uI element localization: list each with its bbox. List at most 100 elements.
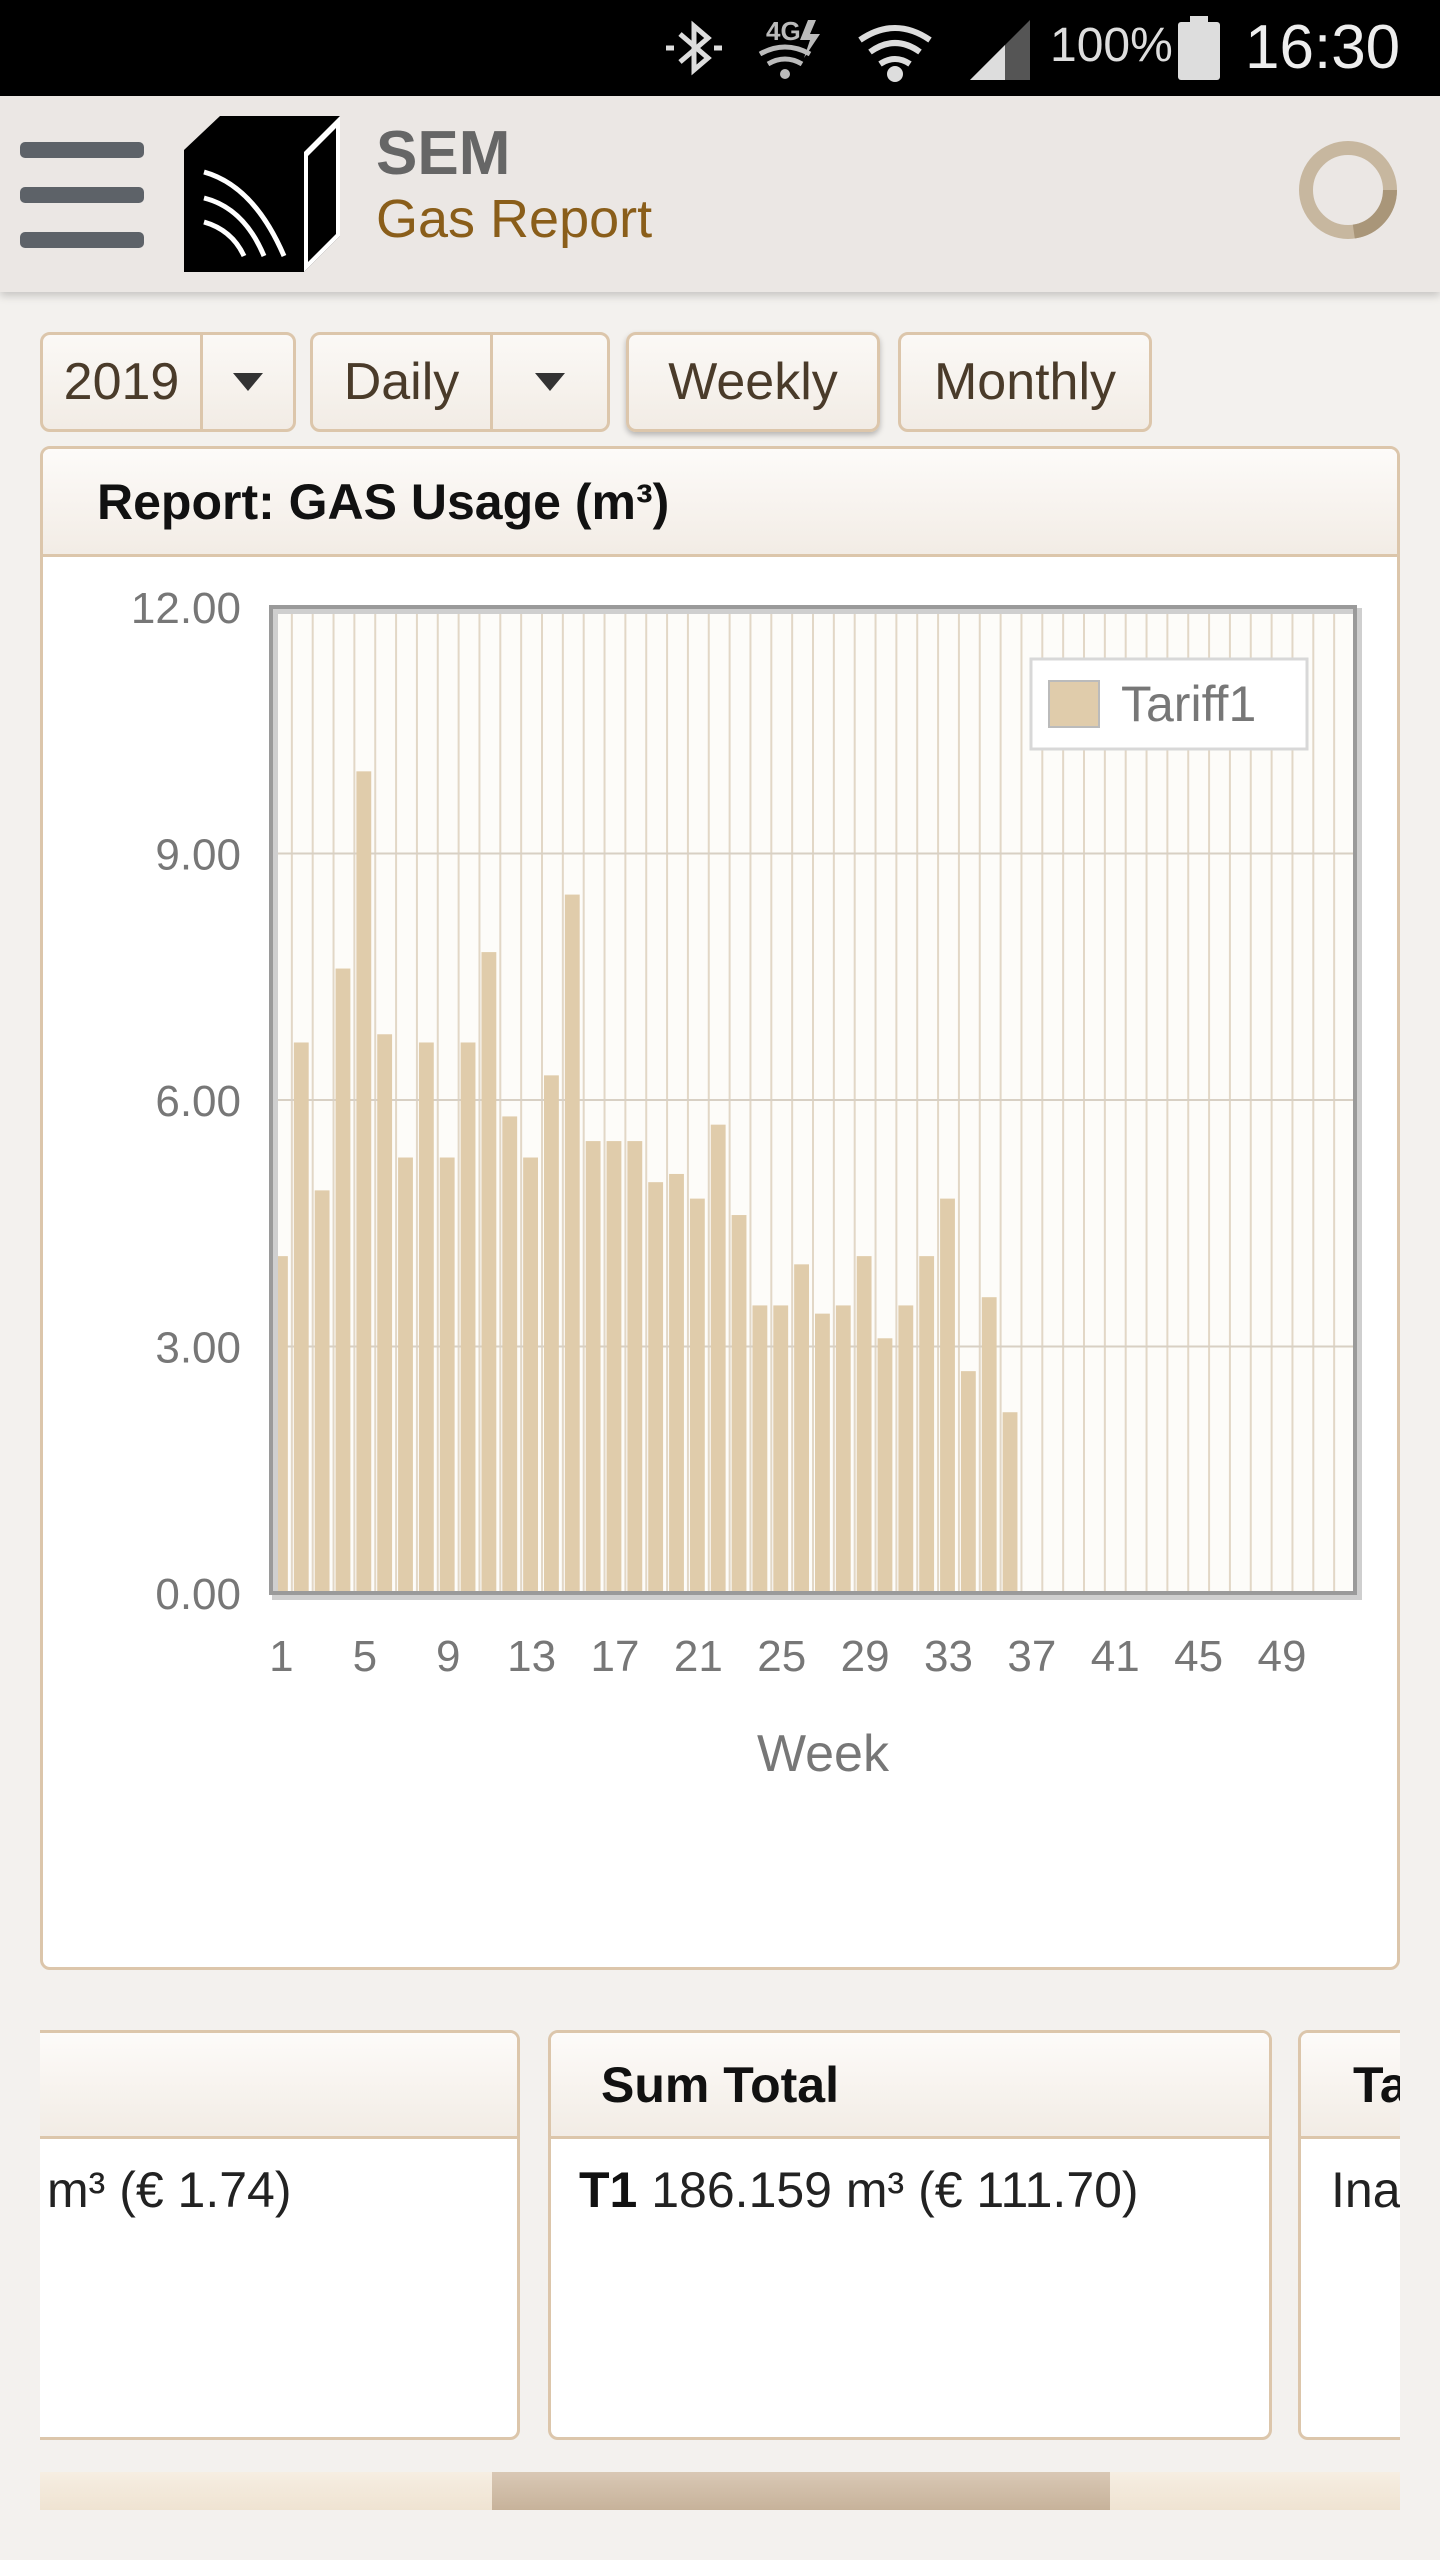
app-subtitle: Gas Report [376,189,653,249]
cube-logo-icon [184,116,340,272]
menu-icon[interactable] [20,142,144,248]
4g-data-icon: 4G [758,16,820,79]
y-tick-label: 9.00 [155,831,241,880]
x-tick-label: 1 [269,1632,293,1681]
legend-label: Tariff1 [1121,676,1256,732]
clock: 16:30 [1245,13,1401,82]
bar [439,1157,455,1593]
battery-percent: 100% [1050,19,1173,72]
bar [335,968,351,1593]
period-select-value: Daily [313,335,493,429]
bar [689,1198,705,1593]
x-tick-label: 5 [353,1632,377,1681]
card-value: m³ (€ 1.74) [47,2162,292,2218]
summary-card-1: m³ (€ 1.74) [40,2030,520,2440]
bar [356,771,372,1593]
card-header: Ta [1301,2033,1400,2139]
bar [940,1198,955,1593]
svg-text:4G: 4G [766,16,801,46]
x-tick-label: 13 [507,1632,556,1681]
bar [502,1116,518,1593]
chevron-down-icon[interactable] [493,335,607,429]
bar [981,1297,997,1593]
bar [523,1157,538,1593]
bar [564,894,580,1593]
y-tick-label: 6.00 [155,1077,241,1126]
bar [835,1305,851,1593]
bar [418,1042,434,1593]
bar [293,1042,309,1593]
bar [481,952,497,1593]
bar [773,1305,789,1593]
app-bar: SEM Gas Report [0,96,1440,292]
x-tick-label: 33 [924,1632,973,1681]
battery-icon [1178,16,1220,80]
card-header [40,2033,517,2139]
bar [627,1141,643,1593]
wifi-icon [858,25,932,82]
bar [377,1034,393,1593]
y-tick-label: 3.00 [155,1324,241,1373]
plot-frame-shadow [272,608,1362,1600]
x-tick-label: 29 [841,1632,890,1681]
plot-frame [269,605,1357,1595]
legend-swatch [1048,680,1100,728]
x-tick-label: 25 [757,1632,806,1681]
year-select-value: 2019 [43,335,203,429]
y-tick-label: 0.00 [155,1570,241,1619]
report-title: Report: GAS Usage (m³) [43,449,1397,557]
bluetooth-icon [666,20,722,76]
monthly-button[interactable]: Monthly [898,332,1152,432]
bar [815,1313,830,1593]
bar [669,1173,684,1593]
status-bar: 4G 100% 16:30 [0,0,1440,96]
y-tick-label: 12.00 [131,584,241,633]
card-body: Ina [1301,2139,1400,2219]
bar [314,1190,330,1593]
report-panel: Report: GAS Usage (m³) 0.00 3.00 6.00 9.00 1… [40,446,1400,1970]
bar [398,1157,413,1593]
bar [460,1042,476,1593]
bar [898,1305,914,1593]
bar [710,1124,726,1593]
period-select[interactable]: Daily [310,332,610,432]
year-select[interactable]: 2019 [40,332,296,432]
x-tick-label: 9 [436,1632,460,1681]
summary-card-sum-total: Sum Total T1 186.159 m³ (€ 111.70) [548,2030,1272,2440]
scrollbar-thumb[interactable] [492,2472,1110,2510]
cards-scrollbar[interactable] [40,2472,1400,2510]
bar [1002,1412,1018,1593]
bar [544,1075,559,1593]
card-body: T1 186.159 m³ (€ 111.70) [551,2139,1269,2219]
status-icons: 4G [666,16,1030,82]
bar [919,1256,935,1593]
bar [960,1371,976,1593]
summary-card-3: Ta Ina [1298,2030,1400,2440]
weekly-button[interactable]: Weekly [626,332,880,432]
bar [794,1264,809,1593]
tariff-label: T1 [579,2162,638,2218]
bar [731,1215,747,1593]
bar [606,1141,622,1593]
x-tick-label: 21 [674,1632,723,1681]
card-header: Sum Total [551,2033,1269,2139]
x-axis-label: Week [757,1725,890,1783]
x-tick-label: 41 [1091,1632,1140,1681]
summary-cards: m³ (€ 1.74) Sum Total T1 186.159 m³ (€ 1… [40,2030,1400,2440]
bar [648,1182,664,1593]
report-toolbar: 2019 Daily Weekly Monthly [40,332,1420,432]
bar [856,1256,872,1593]
gas-usage-chart: 0.00 3.00 6.00 9.00 12.00 1 5 9 13 17 21 25 29 33 37 41… [131,584,1362,1783]
loading-spinner-icon[interactable] [1296,138,1400,242]
bar [752,1305,768,1593]
x-tick-label: 49 [1258,1632,1307,1681]
card-body: m³ (€ 1.74) [40,2139,517,2219]
chevron-down-icon[interactable] [203,335,293,429]
bar [877,1338,893,1593]
x-tick-label: 45 [1174,1632,1223,1681]
card-value: 186.159 m³ (€ 111.70) [637,2162,1139,2218]
card-value: Ina [1331,2162,1400,2218]
bar [585,1141,601,1593]
x-tick-label: 17 [590,1632,639,1681]
signal-icon [970,20,1030,80]
